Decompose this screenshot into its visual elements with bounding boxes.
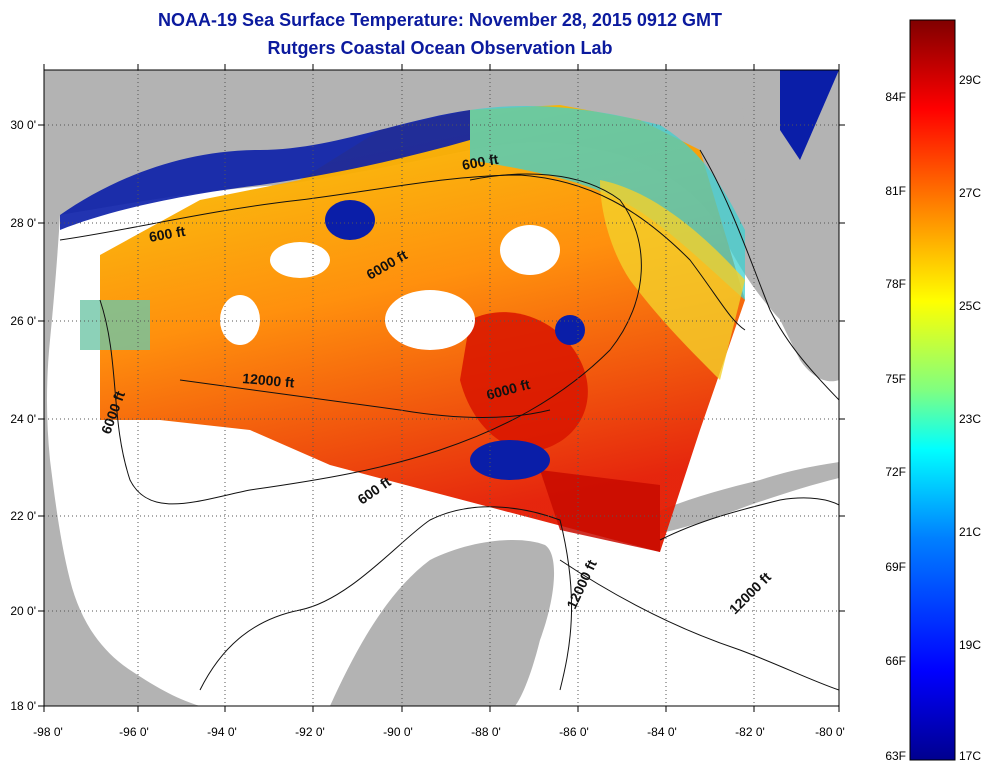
map-border bbox=[43, 69, 840, 707]
contour-cuba-shelf bbox=[659, 497, 839, 541]
cloud-gap bbox=[385, 290, 475, 350]
contour-600ft bbox=[59, 174, 746, 331]
colorbar bbox=[909, 19, 956, 761]
contour-6000ft bbox=[99, 173, 642, 505]
graticule bbox=[44, 70, 839, 706]
lon-tick-label: -90 0' bbox=[383, 725, 413, 739]
colorbar-label-f: 81F bbox=[885, 184, 906, 198]
cloud-gap bbox=[270, 242, 330, 278]
cloud-gap bbox=[500, 225, 560, 275]
colorbar-label-f: 72F bbox=[885, 465, 906, 479]
colorbar-label-c: 23C bbox=[959, 412, 981, 426]
contour-label: 12000 ft bbox=[242, 370, 296, 391]
contour-label: 600 ft bbox=[461, 151, 500, 173]
cloud-gap bbox=[220, 295, 260, 345]
lon-tick-label: -88 0' bbox=[471, 725, 501, 739]
lon-tick-label: -82 0' bbox=[735, 725, 765, 739]
colorbar-label-c: 25C bbox=[959, 299, 981, 313]
lon-tick-label: -86 0' bbox=[559, 725, 589, 739]
lat-tick-label: 20 0' bbox=[10, 604, 36, 618]
colorbar-label-c: 17C bbox=[959, 749, 981, 763]
colorbar-label-c: 19C bbox=[959, 638, 981, 652]
sst-hot-core bbox=[460, 312, 588, 451]
cold-eddy bbox=[555, 315, 585, 345]
contour-florida-shelf bbox=[699, 149, 839, 401]
contour-yucatan-shelf bbox=[199, 506, 573, 691]
map-area: 600 ft 600 ft 6000 ft 12000 ft 6000 ft 6… bbox=[44, 70, 839, 706]
yucatan-peninsula bbox=[330, 540, 555, 706]
contour-label: 600 ft bbox=[148, 223, 187, 245]
colorbar-label-f: 84F bbox=[885, 90, 906, 104]
colorbar-label-c: 27C bbox=[959, 186, 981, 200]
sst-hot-south bbox=[540, 470, 660, 552]
colorbar-label-f: 75F bbox=[885, 372, 906, 386]
sst-coastal-zone bbox=[470, 105, 745, 300]
map-subtitle: Rutgers Coastal Ocean Observation Lab bbox=[267, 38, 613, 58]
colorbar-label-f: 78F bbox=[885, 277, 906, 291]
cold-eddy bbox=[325, 200, 375, 240]
cuba bbox=[640, 462, 839, 535]
colorbar-label-f: 63F bbox=[885, 749, 906, 763]
sst-patch-west bbox=[80, 300, 150, 350]
lat-tick-label: 18 0' bbox=[10, 699, 36, 713]
cold-band-east bbox=[780, 70, 839, 160]
cold-eddy bbox=[470, 440, 550, 480]
lon-tick-label: -98 0' bbox=[33, 725, 63, 739]
florida-peninsula bbox=[740, 70, 839, 382]
axis-ticks bbox=[38, 64, 845, 712]
contour-12000ft bbox=[179, 379, 551, 418]
colorbar-label-c: 29C bbox=[959, 73, 981, 87]
colorbar-label-c: 21C bbox=[959, 525, 981, 539]
colorbar-label-f: 69F bbox=[885, 560, 906, 574]
contour-south bbox=[559, 559, 839, 691]
lat-tick-label: 26 0' bbox=[10, 314, 36, 328]
map-title: NOAA-19 Sea Surface Temperature: Novembe… bbox=[158, 10, 722, 30]
lon-tick-label: -94 0' bbox=[207, 725, 237, 739]
lon-tick-label: -96 0' bbox=[119, 725, 149, 739]
lat-tick-label: 28 0' bbox=[10, 216, 36, 230]
colorbar-label-f: 66F bbox=[885, 654, 906, 668]
lon-tick-label: -92 0' bbox=[295, 725, 325, 739]
lat-tick-label: 24 0' bbox=[10, 412, 36, 426]
lon-tick-label: -80 0' bbox=[815, 725, 845, 739]
lat-tick-label: 30 0' bbox=[10, 118, 36, 132]
sst-cold-band bbox=[60, 110, 470, 230]
lon-tick-label: -84 0' bbox=[647, 725, 677, 739]
lat-tick-label: 22 0' bbox=[10, 509, 36, 523]
